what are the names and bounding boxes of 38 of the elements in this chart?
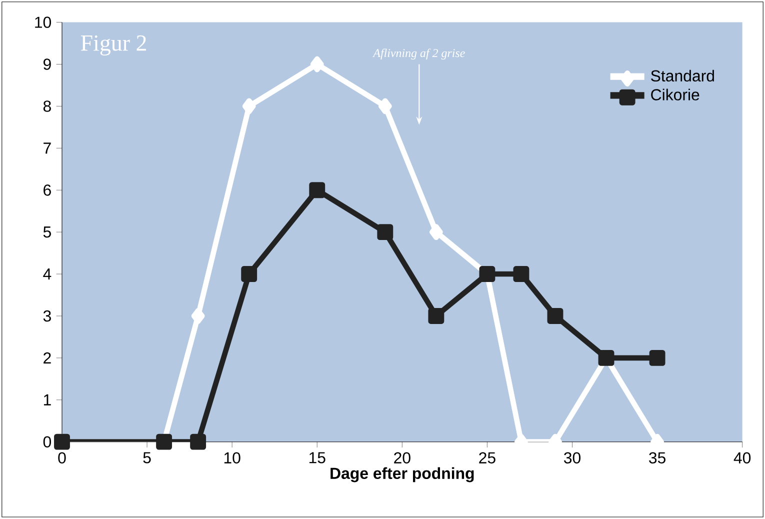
point <box>190 434 206 450</box>
y-tick-label: 2 <box>44 352 51 364</box>
point <box>547 308 564 324</box>
point <box>241 266 258 282</box>
point <box>513 266 530 282</box>
point <box>428 308 444 324</box>
point <box>191 308 205 324</box>
y-tick-label: 9 <box>44 58 51 70</box>
x-tick-label: 5 <box>143 452 151 464</box>
x-tick-label: 30 <box>564 452 580 464</box>
point <box>377 224 394 240</box>
y-tick-label: 8 <box>43 100 51 112</box>
x-tick-label: 0 <box>58 452 66 464</box>
point <box>378 98 392 114</box>
annotation: Aflivning af 2 grise <box>372 48 465 60</box>
x-tick-label: 15 <box>309 452 326 464</box>
point <box>242 98 256 114</box>
legend-label: Standard <box>651 70 714 82</box>
x-tick-label: 40 <box>734 452 751 464</box>
x-axis-title: Dage efter podning <box>330 467 474 482</box>
y-tick-label: 1 <box>44 394 51 406</box>
x-tick-label: 25 <box>479 452 496 464</box>
y-tick-label: 3 <box>43 310 51 322</box>
legend-label: Cikorie <box>651 88 700 100</box>
y-tick-label: 10 <box>35 16 52 28</box>
point <box>310 56 324 72</box>
y-tick-label: 4 <box>43 268 52 280</box>
point <box>430 224 443 240</box>
x-tick-label: 20 <box>394 452 410 464</box>
x-tick-label: 35 <box>649 452 666 464</box>
text: Figur 2 <box>80 35 146 56</box>
point <box>649 350 666 366</box>
y-tick-label: 0 <box>43 436 52 448</box>
point <box>309 182 326 198</box>
y-tick-label: 7 <box>44 142 51 154</box>
y-tick-label: 6 <box>44 184 51 196</box>
x-tick-label: 10 <box>224 452 240 464</box>
y-tick-label: 5 <box>43 226 51 238</box>
